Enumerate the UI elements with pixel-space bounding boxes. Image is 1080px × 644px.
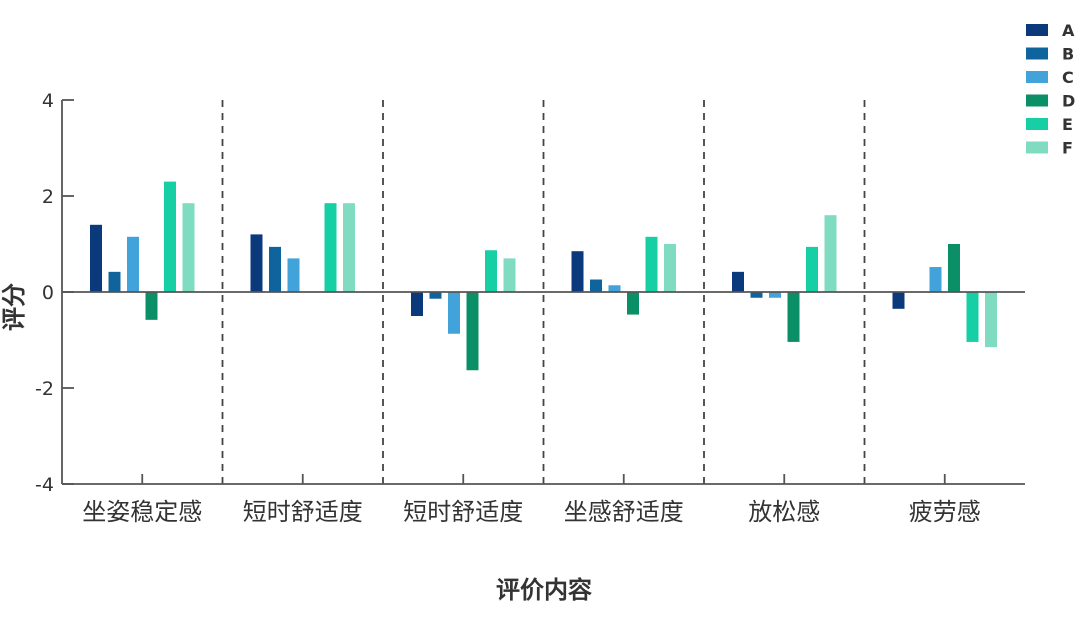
legend-label: F	[1062, 139, 1073, 158]
x-tick-label: 放松感	[748, 498, 820, 526]
bar-f	[343, 203, 355, 292]
bar-e	[806, 246, 818, 292]
bar-b	[590, 279, 602, 292]
bar-e	[164, 181, 176, 292]
y-ticks-group: -4 -2 0 2 4	[35, 90, 74, 496]
bar-b	[108, 271, 121, 292]
legend-label: A	[1062, 21, 1075, 40]
x-ticks-group: 坐姿稳定感 短时舒适度 短时舒适度 坐感舒适度 放松感 疲劳感	[82, 474, 981, 526]
legend-swatch	[1026, 118, 1048, 130]
bar-a	[90, 224, 102, 292]
bar-f	[824, 215, 837, 292]
legend-swatch	[1026, 94, 1048, 107]
bar-b	[750, 292, 763, 298]
bar-c	[929, 267, 942, 292]
bar-d	[787, 292, 800, 342]
bar-d	[627, 292, 639, 315]
bar-e	[645, 236, 658, 292]
x-axis-title: 评价内容	[496, 576, 592, 604]
bar-c	[769, 292, 781, 298]
bar-c	[287, 258, 300, 292]
x-tick-label: 坐姿稳定感	[82, 498, 202, 526]
bar-d	[948, 244, 960, 292]
bar-f	[985, 292, 997, 348]
bar-e	[324, 203, 337, 292]
legend-label: E	[1062, 115, 1073, 134]
bar-d	[466, 292, 479, 371]
bar-f	[664, 244, 676, 292]
x-tick-label: 短时舒适度	[403, 498, 523, 526]
bar-d	[145, 292, 158, 320]
bar-b	[429, 292, 442, 299]
y-tick-label: 0	[42, 282, 54, 304]
bar-c	[608, 285, 621, 292]
bar-c	[127, 236, 139, 292]
bar-a	[250, 234, 263, 292]
x-tick-label: 坐感舒适度	[564, 498, 684, 526]
x-tick-label: 短时舒适度	[243, 498, 363, 526]
bars-group	[90, 181, 997, 371]
legend-label: B	[1062, 45, 1074, 64]
y-tick-label: 2	[42, 186, 54, 208]
legend-label: D	[1062, 92, 1075, 111]
bar-f	[182, 203, 195, 292]
y-tick-label: 4	[42, 90, 54, 112]
legend-swatch	[1026, 24, 1048, 36]
bar-a	[411, 292, 423, 316]
legend-swatch	[1026, 47, 1048, 60]
bar-e	[485, 250, 497, 292]
y-tick-label: -4	[35, 474, 54, 496]
bar-e	[966, 292, 979, 342]
y-axis-title: 评分	[0, 283, 28, 331]
bar-a	[732, 271, 744, 292]
bar-b	[269, 246, 281, 292]
x-tick-label: 疲劳感	[909, 498, 981, 526]
bar-f	[503, 258, 516, 292]
bar-a	[571, 251, 584, 292]
legend-swatch	[1026, 71, 1048, 83]
legend-label: C	[1062, 68, 1074, 87]
bar-c	[448, 292, 460, 334]
bar-a	[892, 292, 905, 309]
legend-swatch	[1026, 141, 1048, 154]
y-tick-label: -2	[35, 378, 54, 400]
